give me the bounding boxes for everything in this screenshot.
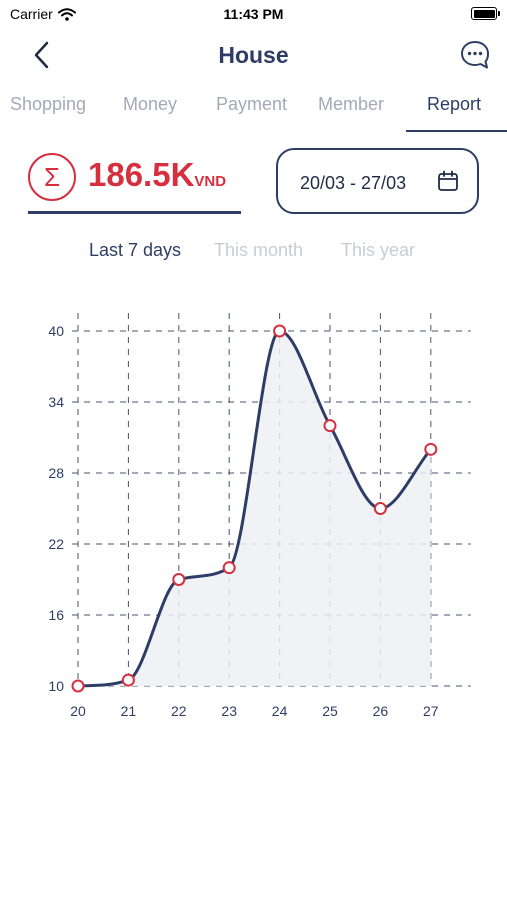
x-tick-label: 22 [171, 703, 187, 719]
x-tick-label: 20 [70, 703, 86, 719]
data-point-marker [323, 419, 337, 433]
back-button[interactable] [26, 38, 62, 72]
status-bar: Carrier 11:43 PM [0, 0, 507, 30]
x-tick-label: 23 [221, 703, 237, 719]
y-tick-label: 28 [48, 465, 64, 481]
x-tick-label: 27 [423, 703, 439, 719]
total-summary: Σ 186.5KVND [28, 148, 241, 214]
period-this-month[interactable]: This month [214, 240, 304, 260]
data-point-marker [373, 502, 387, 515]
chat-bubble-icon [461, 41, 489, 69]
currency-unit: VND [194, 173, 227, 190]
total-value: 186.5K [88, 156, 195, 193]
total-amount: 186.5KVND [88, 156, 226, 194]
data-point-marker [273, 324, 287, 338]
data-point-marker [71, 679, 85, 693]
data-point-marker [424, 442, 438, 456]
tab-shopping[interactable]: Shopping [10, 94, 87, 114]
chevron-left-icon [34, 41, 49, 69]
y-tick-label: 10 [48, 678, 64, 694]
series-line [76, 329, 433, 688]
data-point-marker [222, 561, 236, 575]
status-time: 11:43 PM [223, 6, 284, 22]
page-title: House [218, 42, 289, 68]
y-tick-label: 40 [48, 323, 64, 339]
total-underline [28, 211, 241, 214]
y-tick-label: 16 [48, 607, 64, 623]
x-tick-label: 24 [272, 703, 288, 719]
data-point-marker [172, 573, 186, 586]
report-line-chart: 10 16 22 28 34 40 20 21 22 23 24 25 26 27 [48, 313, 471, 719]
period-this-year[interactable]: This year [341, 240, 416, 260]
period-selector: Last 7 days This month This year [0, 240, 507, 266]
chat-button[interactable] [457, 38, 493, 72]
tab-bar: Shopping Money Payment Member Report [0, 84, 507, 132]
date-range-picker[interactable]: 20/03 - 27/03 [276, 148, 479, 214]
y-tick-label: 22 [48, 536, 64, 552]
active-tab-indicator [406, 130, 507, 132]
sigma-icon: Σ [28, 153, 76, 201]
carrier-indicator: Carrier [10, 6, 76, 22]
tab-money[interactable]: Money [123, 94, 178, 114]
date-range-text: 20/03 - 27/03 [300, 173, 407, 193]
data-point-marker [121, 673, 135, 687]
tab-payment[interactable]: Payment [216, 94, 288, 114]
calendar-icon [438, 170, 458, 191]
nav-bar: House [0, 30, 507, 80]
wifi-icon [57, 7, 76, 21]
period-last-7-days[interactable]: Last 7 days [89, 240, 182, 260]
x-tick-label: 21 [121, 703, 137, 719]
y-tick-label: 34 [48, 394, 64, 410]
battery-icon [471, 7, 500, 20]
carrier-label: Carrier [10, 6, 53, 22]
tab-member[interactable]: Member [318, 94, 385, 114]
x-tick-label: 26 [373, 703, 389, 719]
tab-report[interactable]: Report [427, 94, 482, 114]
x-tick-label: 25 [322, 703, 338, 719]
